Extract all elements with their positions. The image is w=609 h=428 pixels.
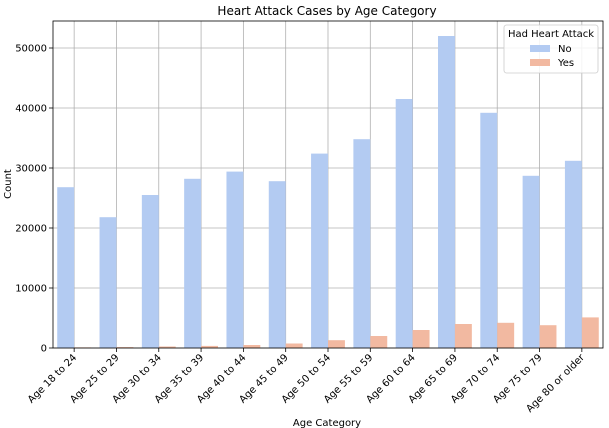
y-tick-label: 20000: [15, 224, 47, 235]
bar-no: [141, 195, 159, 348]
y-tick-label: 50000: [15, 44, 47, 55]
bar-no: [480, 112, 498, 348]
bar-yes: [454, 324, 472, 348]
y-tick-label: 0: [41, 344, 47, 355]
bar-no: [353, 139, 371, 348]
legend-title: Had Heart Attack: [508, 29, 594, 40]
bar-no: [184, 178, 202, 348]
bar-no: [564, 160, 582, 348]
legend-box: [503, 24, 599, 74]
bars: [57, 36, 599, 348]
bar-no: [522, 175, 540, 348]
bar-no: [226, 171, 244, 348]
bar-no: [57, 187, 75, 348]
legend-swatch-yes: [530, 59, 550, 66]
bar-yes: [370, 336, 388, 348]
bar-yes: [116, 347, 134, 348]
bar-yes: [539, 325, 557, 348]
bar-yes: [158, 346, 176, 348]
bar-no: [395, 99, 413, 348]
y-tick-label: 40000: [15, 104, 47, 115]
bar-yes: [285, 343, 303, 348]
legend-label-yes: Yes: [557, 58, 574, 69]
bar-yes: [328, 340, 345, 348]
y-axis-label: Count: [3, 169, 14, 199]
y-tick-label: 30000: [15, 164, 47, 175]
legend: Had Heart Attack No Yes: [503, 24, 599, 74]
x-axis-label: Age Category: [293, 418, 361, 428]
y-tick-label: 10000: [15, 284, 47, 295]
bar-yes: [581, 317, 599, 348]
legend-swatch-no: [530, 45, 550, 52]
bar-yes: [243, 345, 261, 348]
y-ticks: 0 10000 20000 30000 40000 50000: [15, 44, 53, 355]
bar-no: [99, 217, 117, 348]
bar-no: [268, 181, 286, 348]
legend-label-no: No: [558, 44, 572, 55]
bar-yes: [412, 330, 430, 348]
bar-no: [438, 36, 455, 348]
bar-no: [311, 153, 328, 348]
bar-yes: [201, 345, 218, 348]
chart-title: Heart Attack Cases by Age Category: [217, 4, 436, 18]
bar-yes: [497, 322, 515, 348]
